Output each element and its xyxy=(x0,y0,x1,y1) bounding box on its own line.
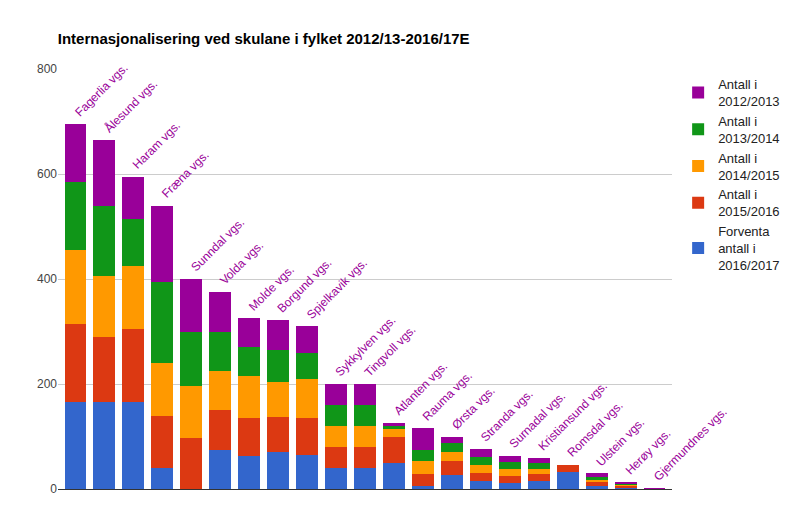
svg-text:0: 0 xyxy=(50,482,57,496)
svg-text:Fagerlia vgs.: Fagerlia vgs. xyxy=(72,61,130,119)
svg-text:800: 800 xyxy=(37,62,57,76)
svg-text:Surnadal vgs.: Surnadal vgs. xyxy=(506,389,568,451)
svg-text:Internasjonalisering ved skula: Internasjonalisering ved skulane i fylke… xyxy=(58,30,470,47)
svg-text:Stranda vgs.: Stranda vgs. xyxy=(478,387,536,445)
svg-text:Sykkylven vgs.: Sykkylven vgs. xyxy=(332,313,398,379)
svg-text:Ålesund vgs.: Ålesund vgs. xyxy=(101,76,160,135)
svg-text:200: 200 xyxy=(37,377,57,391)
svg-text:Antall i2014/2015: Antall i2014/2015 xyxy=(718,151,779,183)
svg-text:Atlanten vgs.: Atlanten vgs. xyxy=(391,359,450,418)
svg-text:Ørsta vgs.: Ørsta vgs. xyxy=(449,383,498,432)
svg-text:Antall i2015/2016: Antall i2015/2016 xyxy=(718,187,779,219)
svg-text:Antall i2013/2014: Antall i2013/2014 xyxy=(718,114,779,146)
svg-text:Antall i2012/2013: Antall i2012/2013 xyxy=(718,77,779,109)
svg-text:Molde vgs.: Molde vgs. xyxy=(246,263,297,314)
svg-text:Borgund vgs.: Borgund vgs. xyxy=(275,256,335,316)
svg-text:Volda vgs.: Volda vgs. xyxy=(217,238,266,287)
svg-text:600: 600 xyxy=(37,167,57,181)
svg-text:Gjermundnes vgs.: Gjermundnes vgs. xyxy=(651,405,730,484)
svg-text:Tingvoll vgs.: Tingvoll vgs. xyxy=(362,323,419,380)
svg-text:Ulstein vgs.: Ulstein vgs. xyxy=(594,415,648,469)
svg-text:Romsdal vgs.: Romsdal vgs. xyxy=(565,398,626,459)
svg-text:Sunndal vgs.: Sunndal vgs. xyxy=(188,215,247,274)
svg-text:Forventaantall i2016/2017: Forventaantall i2016/2017 xyxy=(718,224,779,273)
svg-text:Rauma vgs.: Rauma vgs. xyxy=(420,369,475,424)
svg-text:400: 400 xyxy=(37,272,57,286)
svg-text:Kristiansund vgs.: Kristiansund vgs. xyxy=(535,379,610,454)
svg-text:Fræna vgs.: Fræna vgs. xyxy=(159,148,212,201)
svg-text:Herøy vgs.: Herøy vgs. xyxy=(623,426,674,477)
svg-text:Haram vgs.: Haram vgs. xyxy=(130,118,183,171)
svg-text:Spjelkavik vgs.: Spjelkavik vgs. xyxy=(304,256,370,322)
